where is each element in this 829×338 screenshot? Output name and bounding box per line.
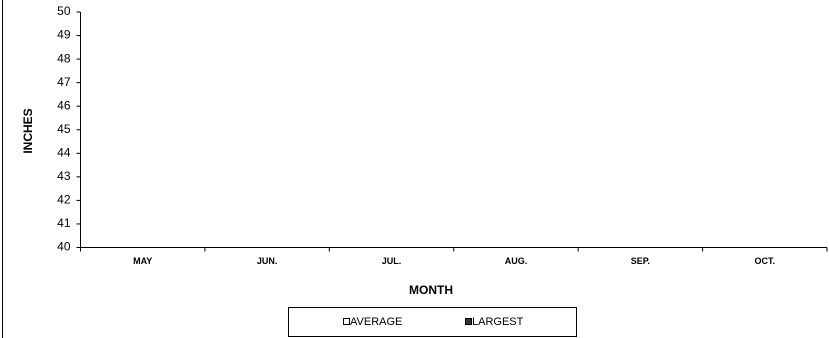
y-tick-label: 40 bbox=[57, 240, 71, 254]
x-tick-label: AUG. bbox=[505, 256, 528, 266]
y-tick-label: 46 bbox=[57, 98, 71, 112]
legend-box bbox=[288, 307, 577, 337]
y-tick-label: 42 bbox=[57, 193, 71, 207]
legend-swatch bbox=[343, 318, 350, 325]
x-tick-label: SEP. bbox=[631, 256, 650, 266]
legend-label: LARGEST bbox=[472, 316, 524, 328]
legend-swatch bbox=[465, 318, 472, 325]
x-tick-label: JUL. bbox=[382, 256, 402, 266]
legend-label: AVERAGE bbox=[350, 316, 402, 328]
x-tick-label: MAY bbox=[133, 256, 152, 266]
x-axis-title: MONTH bbox=[409, 283, 453, 297]
y-tick-label: 45 bbox=[57, 122, 71, 136]
x-tick-label: OCT. bbox=[755, 256, 776, 266]
y-tick-label: 41 bbox=[57, 216, 71, 230]
y-tick-label: 49 bbox=[57, 28, 71, 42]
y-tick-label: 44 bbox=[57, 145, 71, 159]
x-tick-label: JUN. bbox=[257, 256, 278, 266]
y-tick-label: 50 bbox=[57, 4, 71, 18]
y-axis-title: INCHES bbox=[21, 108, 35, 153]
y-tick-label: 48 bbox=[57, 51, 71, 65]
y-tick-label: 47 bbox=[57, 75, 71, 89]
y-tick-label: 43 bbox=[57, 169, 71, 183]
